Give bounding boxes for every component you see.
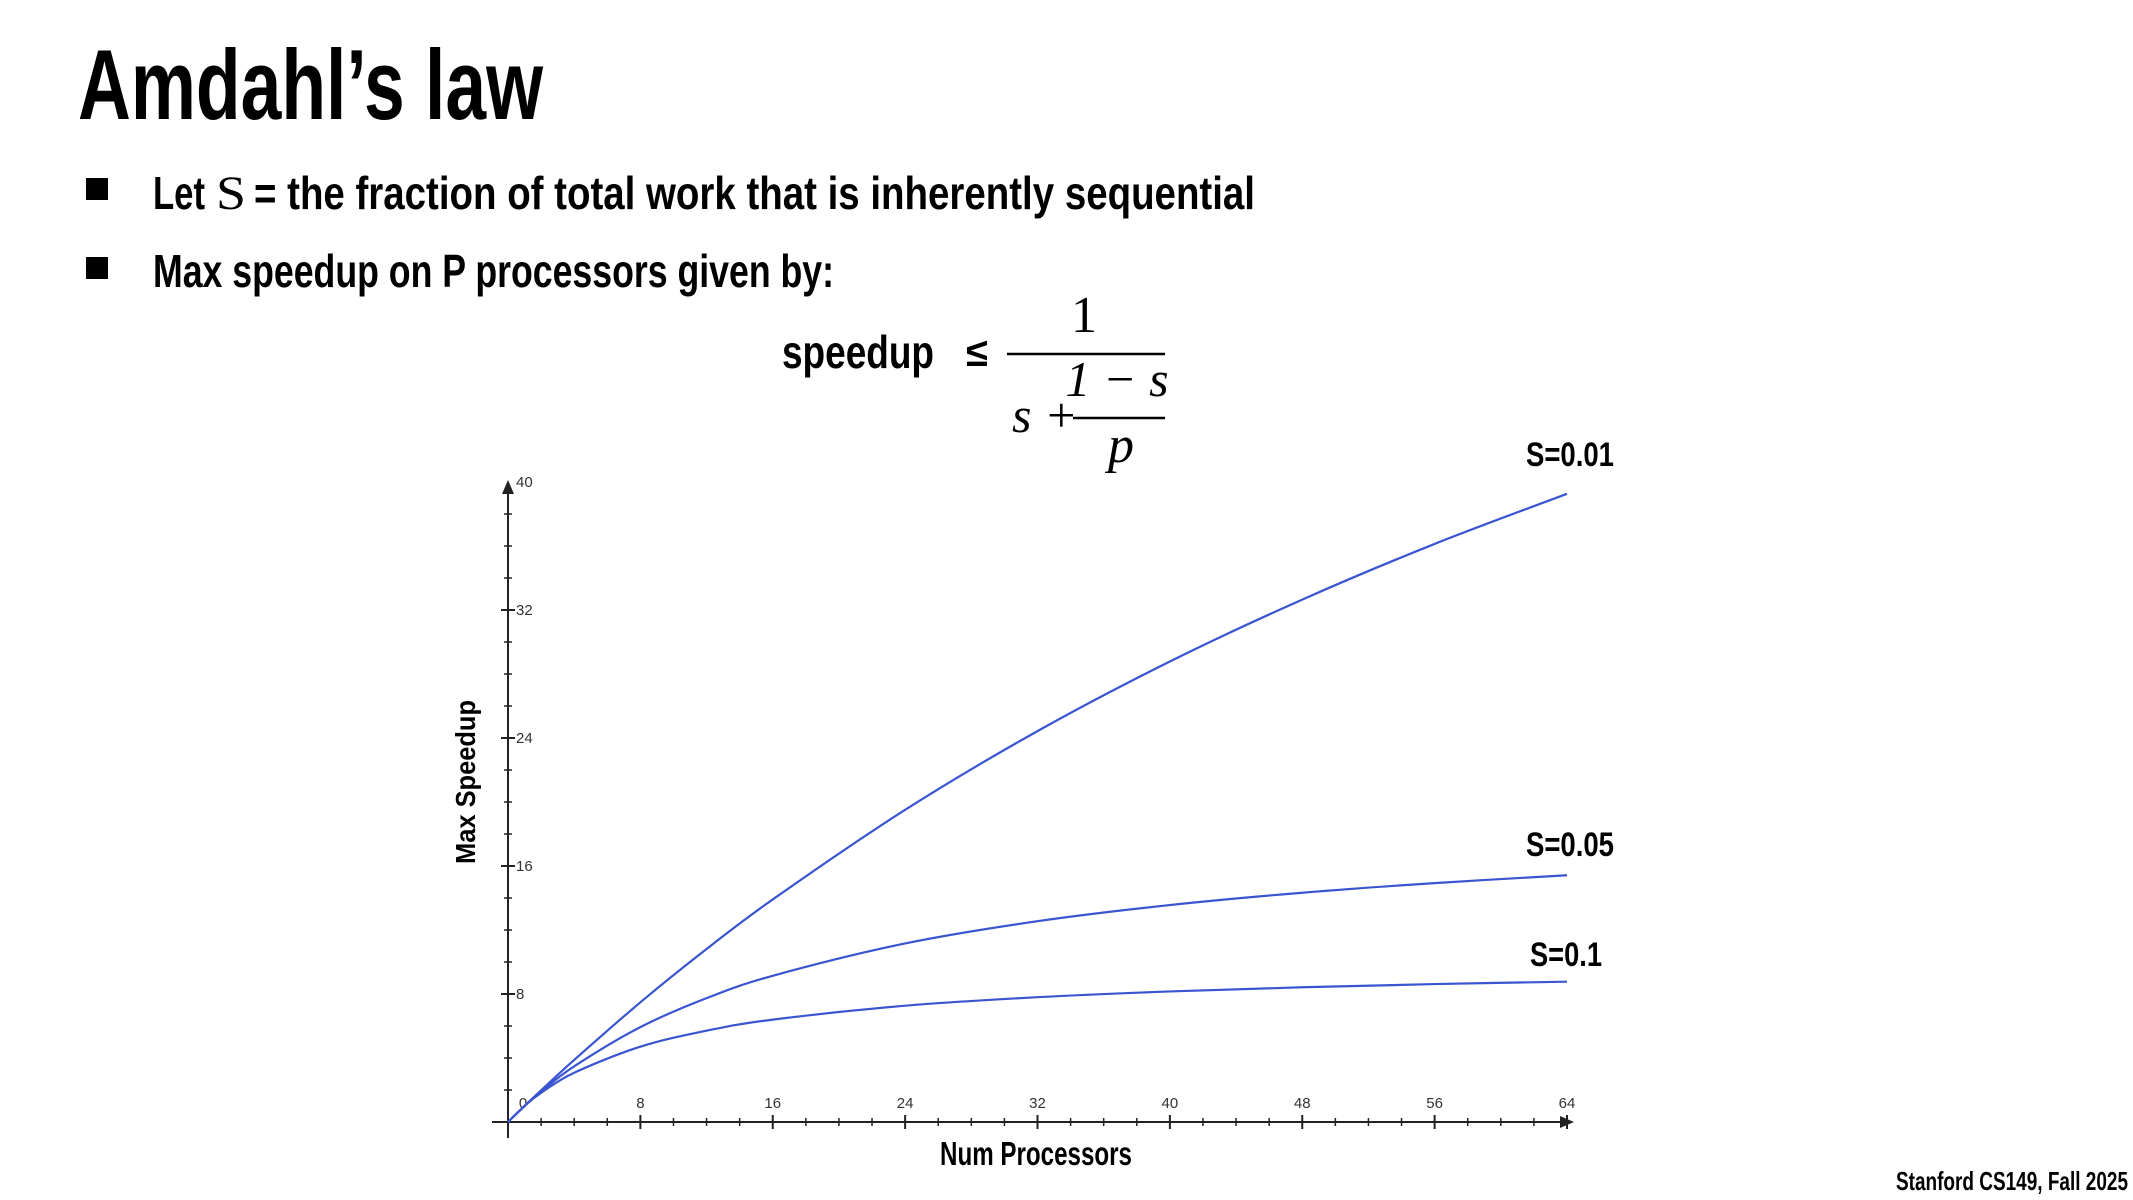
series-line-s005 <box>507 874 1568 1123</box>
x-tick-label: 32 <box>1029 1095 1046 1112</box>
y-tick-label: 24 <box>516 730 533 747</box>
y-tick-label: 32 <box>516 602 533 619</box>
series-label-s005: S=0.05 <box>1526 826 1614 864</box>
formula-denominator-left: s + <box>1012 387 1078 443</box>
x-tick-label: 24 <box>897 1095 914 1112</box>
slide-title: Amdahl’s law <box>78 29 544 140</box>
x-tick-label: 40 <box>1162 1095 1179 1112</box>
x-tick-label: 64 <box>1559 1095 1576 1112</box>
x-tick-label: 16 <box>764 1095 781 1112</box>
bullet-2-text: Max speedup on P processors given by: <box>153 245 834 297</box>
y-axis-arrow-icon <box>502 480 514 494</box>
y-tick-label: 8 <box>516 986 524 1003</box>
bullet-square-icon <box>86 257 108 279</box>
formula-inner-numerator: 1 − s <box>1065 351 1168 407</box>
y-axis-label: Max Speedup <box>450 700 481 864</box>
series-label-s001: S=0.01 <box>1526 436 1614 474</box>
x-axis-label: Num Processors <box>940 1135 1132 1172</box>
x-tick-label: 56 <box>1426 1095 1443 1112</box>
bullet-square-icon <box>86 178 108 200</box>
y-tick-label: 40 <box>516 474 533 491</box>
formula-lhs: speedup <box>782 326 934 378</box>
footer-course: Stanford CS149, Fall 2025 <box>1896 1166 2128 1196</box>
formula-numerator: 1 <box>1071 287 1097 344</box>
speedup-formula: speedup ≤ 1 1 − s s + p <box>782 287 1169 474</box>
x-tick-label: 0 <box>519 1095 527 1112</box>
bullet-1-symbol: S <box>216 167 246 220</box>
series-line-s01 <box>507 980 1568 1123</box>
formula-inner-denominator: p <box>1104 417 1134 474</box>
x-tick-label: 8 <box>636 1095 644 1112</box>
bullet-1-prefix: Let <box>153 167 205 219</box>
x-tick-label: 48 <box>1294 1095 1311 1112</box>
series-label-s01: S=0.1 <box>1530 936 1602 974</box>
bullet-1-text: = the fraction of total work that is inh… <box>254 167 1255 219</box>
y-tick-label: 16 <box>516 858 533 875</box>
series-line-s001 <box>507 492 1568 1123</box>
formula-relation: ≤ <box>966 331 988 375</box>
